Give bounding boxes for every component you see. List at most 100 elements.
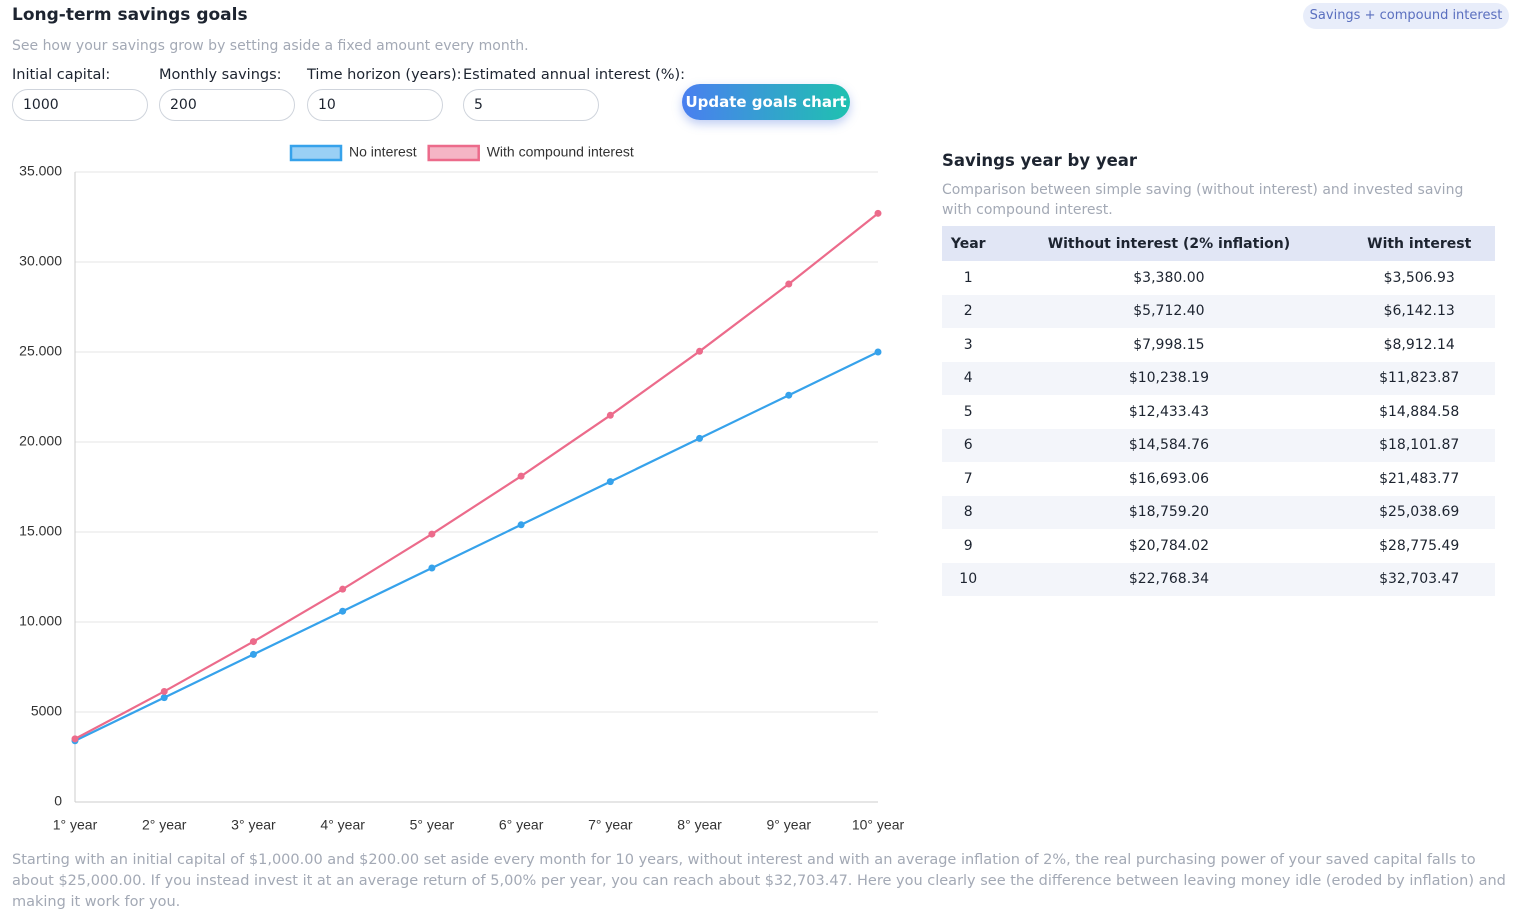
table-row: 7 $16,693.06 $21,483.77 [942,462,1495,496]
x-tick-label: 3° year [231,817,276,833]
table-cell: 5 [963,403,973,420]
table-cell: 6 [942,428,995,462]
column-header: With interest [1343,226,1495,261]
table-row: 8 $18,759.20 $25,038.69 [942,495,1495,529]
chart: 0 5000 10.000 15.000 20.000 25.000 30.000 35.00… [19,144,905,833]
table-cell: $10,238.19 [994,361,1344,395]
table-cell: 2 [942,294,995,328]
x-tick-label: 4° year [320,817,365,833]
x-tick-label: 7° year [588,817,633,833]
table-cell: $3,506.93 [1383,269,1455,286]
series-line [74,212,879,740]
data-point [696,434,704,442]
x-tick-label: 8° year [677,817,722,833]
data-point [517,521,525,529]
table-cell: $22,768.34 [994,562,1344,596]
table-cell: 7 [963,470,973,487]
column-header: Without interest (2% inflation) [994,226,1344,261]
table-row: 2 $5,712.40 $6,142.13 [942,294,1495,328]
y-tick-label: 25.000 [19,343,62,359]
table-cell: $14,584.76 [994,428,1344,462]
data-point [517,472,525,480]
table-cell: $18,101.87 [1343,428,1495,462]
data-point [696,347,704,355]
table-row: 3 $7,998.15 $8,912.14 [942,328,1495,362]
data-point [874,209,882,217]
table-cell: $14,884.58 [1379,403,1460,420]
data-point [249,650,257,658]
y-tick-label: 5000 [31,703,62,719]
x-tick-label: 1° year [53,817,98,833]
table-row: 6 $14,584.76 $18,101.87 [942,428,1495,462]
table-cell: $8,912.14 [1383,336,1455,353]
table-cell: $7,998.15 [1133,336,1205,353]
field-label: Estimated annual interest (%): [463,67,686,83]
data-point [339,585,347,593]
data-point [339,607,347,615]
table-row: 5 $12,433.43 $14,884.58 [942,395,1495,429]
series-line [74,351,879,742]
table-cell: 9 [963,537,973,554]
text-input[interactable]: 200 [159,89,295,121]
data-point [428,530,436,538]
y-tick-label: 30.000 [19,253,62,269]
y-tick-label: 15.000 [19,523,62,539]
table-row: 10 $22,768.34 $32,703.47 [942,562,1495,596]
footer-text: Starting with an initial capital of $1,0… [12,852,1506,910]
table-cell: $12,433.43 [1128,403,1209,420]
field-label: Initial capital: [12,67,111,83]
data-point [785,280,793,288]
field-label: Time horizon (years): [307,67,462,83]
table-cell: 10 [942,562,995,596]
table-cell: $20,784.02 [1128,537,1209,554]
table-cell: 4 [942,361,995,395]
table-cell: $21,483.77 [1379,470,1460,487]
table-cell: $5,712.40 [994,294,1344,328]
table-cell: $6,142.13 [1343,294,1495,328]
table-cell: 1 [963,269,973,286]
update-button[interactable]: Update goals chart [682,84,850,120]
x-tick-label: 5° year [410,817,455,833]
table-cell: 8 [942,495,995,529]
text-input[interactable]: 10 [307,89,443,121]
table-row: 1 $3,380.00 $3,506.93 [942,261,1495,295]
legend-label: With compound interest [487,144,634,160]
table-subtitle: Comparison between simple saving (withou… [942,182,1464,218]
data-point [71,735,79,743]
table-cell: $11,823.87 [1343,361,1495,395]
y-tick-label: 35.000 [19,163,62,179]
table-row: 9 $20,784.02 $28,775.49 [942,529,1495,563]
data-point [606,411,614,419]
legend-swatch [289,144,343,162]
table-cell: $18,759.20 [994,495,1344,529]
text-input[interactable]: 5 [463,89,599,121]
table-cell: $25,038.69 [1343,495,1495,529]
x-tick-label: 10° year [852,817,905,833]
page-subtitle: See how your savings grow by setting asi… [12,38,529,54]
header-row: Year Without interest (2% inflation) With … [942,226,1495,261]
badge: Savings + compound interest [1303,3,1509,29]
data-point [874,348,882,356]
page-title: Long-term savings goals [12,5,248,25]
data-point [428,564,436,572]
y-tick-label: 10.000 [19,613,62,629]
field-label: Monthly savings: [159,67,282,83]
data-point [160,694,168,702]
x-tick-label: 9° year [767,817,812,833]
table-cell: $28,775.49 [1379,537,1460,554]
legend-swatch [427,144,480,162]
data-point [606,478,614,486]
table-cell: $16,693.06 [1128,470,1209,487]
table-cell: $32,703.47 [1343,562,1495,596]
legend-label: No interest [349,144,417,160]
text-input[interactable]: 1000 [12,89,148,121]
table-cell: 3 [963,336,973,353]
y-tick-label: 0 [54,793,62,809]
data-point [249,638,257,646]
x-tick-label: 2° year [142,817,187,833]
column-header: Year [942,226,995,261]
table-row: 4 $10,238.19 $11,823.87 [942,361,1495,395]
x-tick-label: 6° year [499,817,544,833]
data-point [785,391,793,399]
